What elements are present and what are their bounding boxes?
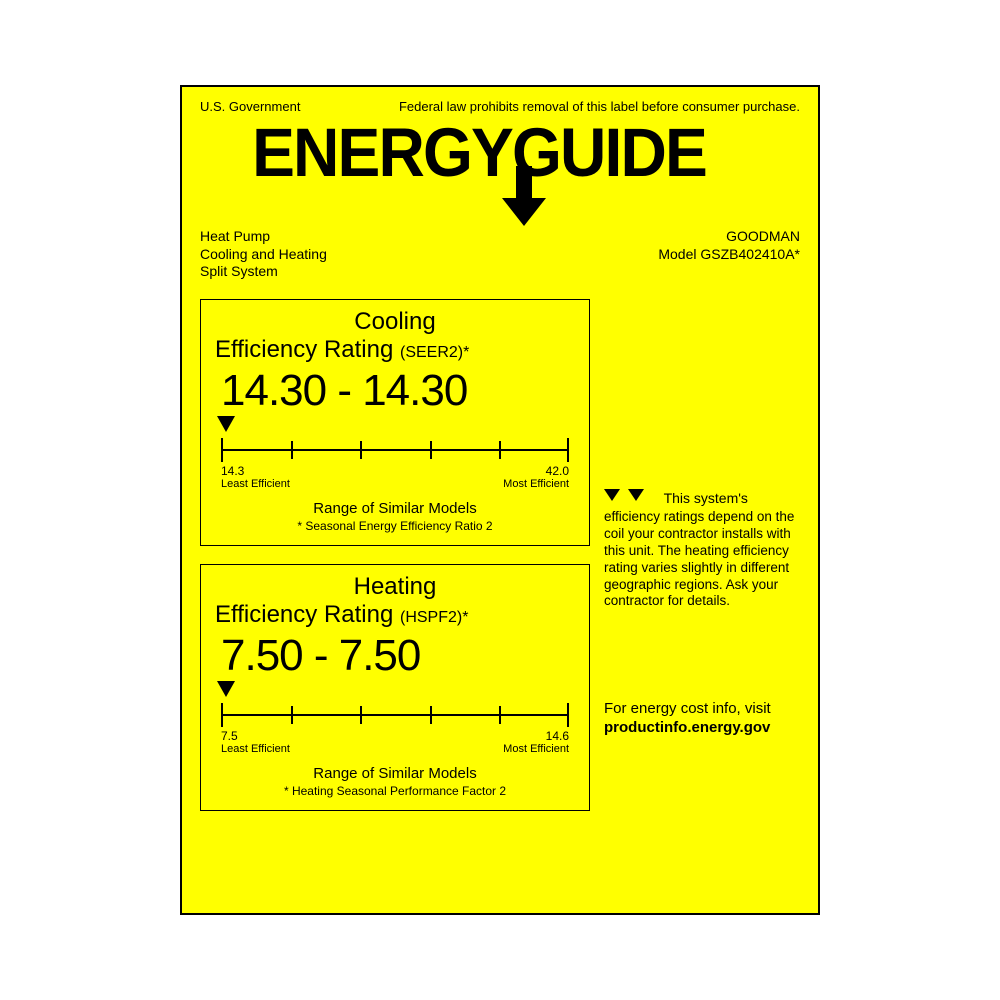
scale-tick <box>430 706 432 724</box>
meta-left: Heat Pump Cooling and Heating Split Syst… <box>200 228 327 281</box>
model: Model GSZB402410A* <box>658 246 800 264</box>
heating-max: 14.6 <box>546 729 569 743</box>
scale-tick <box>360 706 362 724</box>
cooling-box: Cooling Efficiency Rating (SEER2)* 14.30… <box>200 299 590 546</box>
cooling-scale <box>221 438 569 462</box>
rating-boxes: Cooling Efficiency Rating (SEER2)* 14.30… <box>200 299 590 829</box>
scale-end <box>221 703 223 727</box>
side-lead: This system's <box>664 490 748 506</box>
heating-subtitle-row: Efficiency Rating (HSPF2)* <box>215 601 575 629</box>
cooling-min-label: Least Efficient <box>221 478 290 490</box>
heating-box: Heating Efficiency Rating (HSPF2)* 7.50 … <box>200 564 590 811</box>
cooling-metric: (SEER2)* <box>400 344 469 361</box>
cooling-max: 42.0 <box>546 464 569 478</box>
logo-left: ENERGY <box>252 114 512 191</box>
heating-subtitle: Efficiency Rating <box>215 601 393 628</box>
gov-text: U.S. Government <box>200 99 300 114</box>
heating-footnote: * Heating Seasonal Performance Factor 2 <box>215 784 575 798</box>
top-row: U.S. Government Federal law prohibits re… <box>200 99 800 114</box>
product-function: Cooling and Heating <box>200 246 327 264</box>
cooling-max-label: Most Efficient <box>503 478 569 490</box>
cooling-title: Cooling <box>215 308 575 336</box>
scale-end <box>567 438 569 462</box>
product-system: Split System <box>200 263 327 281</box>
product-type: Heat Pump <box>200 228 327 246</box>
scale-tick <box>291 706 293 724</box>
side-bottom: For energy cost info, visit productinfo.… <box>604 700 800 738</box>
side-note: efficiency ratings depend on the coil yo… <box>604 509 800 610</box>
heating-marker-icon <box>217 681 235 697</box>
brand: GOODMAN <box>658 228 800 246</box>
scale-line <box>221 449 569 451</box>
scale-tick <box>499 441 501 459</box>
energyguide-label: U.S. Government Federal law prohibits re… <box>180 85 820 915</box>
heating-min: 7.5 <box>221 729 238 743</box>
cooling-marker-row <box>221 416 575 434</box>
scale-tick <box>499 706 501 724</box>
heating-scale <box>221 703 569 727</box>
scale-end <box>221 438 223 462</box>
heating-value: 7.50 - 7.50 <box>221 631 575 681</box>
heating-min-label: Least Efficient <box>221 743 290 755</box>
side-marker-icons: This system's <box>604 489 800 508</box>
meta-row: Heat Pump Cooling and Heating Split Syst… <box>200 228 800 281</box>
logo-arrow-icon <box>496 166 552 228</box>
cooling-range: Range of Similar Models <box>215 500 575 517</box>
scale-tick <box>360 441 362 459</box>
scale-tick <box>430 441 432 459</box>
cooling-subtitle-row: Efficiency Rating (SEER2)* <box>215 336 575 364</box>
cooling-subtitle: Efficiency Rating <box>215 336 393 363</box>
scale-tick <box>291 441 293 459</box>
cost-info-text: For energy cost info, visit <box>604 700 800 719</box>
cooling-scale-sub: Least Efficient Most Efficient <box>221 478 569 490</box>
cooling-scale-labels: 14.3 42.0 <box>221 464 569 478</box>
logo: ENERGYGUIDE <box>200 118 800 196</box>
heating-scale-sub: Least Efficient Most Efficient <box>221 743 569 755</box>
cooling-min: 14.3 <box>221 464 244 478</box>
cooling-marker-icon <box>217 416 235 432</box>
heating-range: Range of Similar Models <box>215 765 575 782</box>
cooling-value: 14.30 - 14.30 <box>221 366 575 416</box>
heating-scale-labels: 7.5 14.6 <box>221 729 569 743</box>
law-text: Federal law prohibits removal of this la… <box>399 99 800 114</box>
main-content: Cooling Efficiency Rating (SEER2)* 14.30… <box>200 299 800 829</box>
scale-line <box>221 714 569 716</box>
side-column: This system's efficiency ratings depend … <box>604 299 800 829</box>
scale-end <box>567 703 569 727</box>
heating-metric: (HSPF2)* <box>400 609 468 626</box>
meta-right: GOODMAN Model GSZB402410A* <box>658 228 800 281</box>
cooling-footnote: * Seasonal Energy Efficiency Ratio 2 <box>215 519 575 533</box>
heating-max-label: Most Efficient <box>503 743 569 755</box>
heating-title: Heating <box>215 573 575 601</box>
cost-info-url: productinfo.energy.gov <box>604 719 800 738</box>
double-marker-icon <box>604 489 648 503</box>
heating-marker-row <box>221 681 575 699</box>
